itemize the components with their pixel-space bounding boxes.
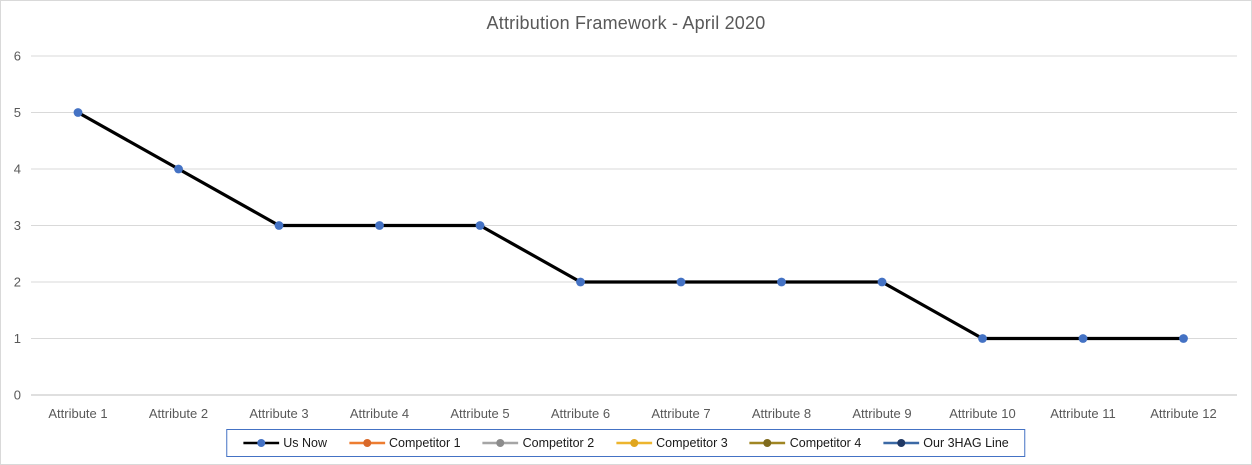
x-category-label: Attribute 11 xyxy=(1050,406,1116,421)
data-point-marker xyxy=(777,277,786,287)
x-category-label: Attribute 4 xyxy=(350,406,409,421)
x-category-label: Attribute 9 xyxy=(852,406,911,421)
legend-label: Us Now xyxy=(283,436,328,450)
x-category-label: Attribute 1 xyxy=(48,406,107,421)
y-tick-label: 4 xyxy=(14,162,21,177)
y-tick-label: 6 xyxy=(14,49,21,64)
legend-swatch-icon xyxy=(243,439,280,447)
data-point-marker xyxy=(174,164,183,174)
legend-label: Competitor 3 xyxy=(656,436,728,450)
data-point-marker xyxy=(576,277,585,287)
data-point-marker xyxy=(877,277,887,287)
legend-label: Competitor 1 xyxy=(389,436,461,450)
legend-swatch-icon xyxy=(616,439,653,447)
legend-label: Our 3HAG Line xyxy=(923,436,1009,450)
x-category-label: Attribute 7 xyxy=(651,406,710,421)
data-point-marker xyxy=(978,334,987,343)
x-category-label: Attribute 5 xyxy=(450,406,509,421)
data-point-marker xyxy=(1179,334,1188,343)
legend-label: Competitor 4 xyxy=(789,436,862,450)
legend-item: Competitor 1 xyxy=(349,436,461,450)
chart-title: Attribution Framework - April 2020 xyxy=(486,13,766,33)
x-category-label: Attribute 12 xyxy=(1150,406,1217,421)
legend-swatch-icon xyxy=(749,439,786,447)
legend-item: Competitor 3 xyxy=(616,436,728,450)
legend-swatch-icon xyxy=(883,439,920,447)
data-point-marker xyxy=(1078,334,1088,343)
x-category-label: Attribute 6 xyxy=(551,406,610,421)
legend-swatch-icon xyxy=(349,439,386,447)
data-point-marker xyxy=(475,221,485,230)
data-point-marker xyxy=(375,221,384,230)
y-tick-label: 1 xyxy=(14,331,21,346)
legend: Us Now Competitor 1 Competitor 2 Competitor… xyxy=(226,429,1026,457)
legend-item: Our 3HAG Line xyxy=(883,436,1009,450)
legend-label: Competitor 2 xyxy=(522,436,595,450)
data-point-marker xyxy=(73,108,83,117)
x-category-label: Attribute 10 xyxy=(949,406,1016,421)
data-point-marker xyxy=(676,277,686,287)
legend-item: Competitor 4 xyxy=(749,436,862,450)
data-point-marker xyxy=(274,221,284,230)
y-tick-label: 0 xyxy=(14,388,21,403)
x-category-label: Attribute 2 xyxy=(149,406,208,421)
legend-item: Competitor 2 xyxy=(482,436,595,450)
y-tick-label: 3 xyxy=(14,218,21,233)
x-category-label: Attribute 8 xyxy=(752,406,811,421)
y-tick-label: 5 xyxy=(14,105,21,120)
x-category-label: Attribute 3 xyxy=(249,406,308,421)
series-line xyxy=(76,110,1186,341)
y-tick-label: 2 xyxy=(14,275,21,290)
legend-item: Us Now xyxy=(243,436,327,450)
legend-swatch-icon xyxy=(482,439,519,447)
